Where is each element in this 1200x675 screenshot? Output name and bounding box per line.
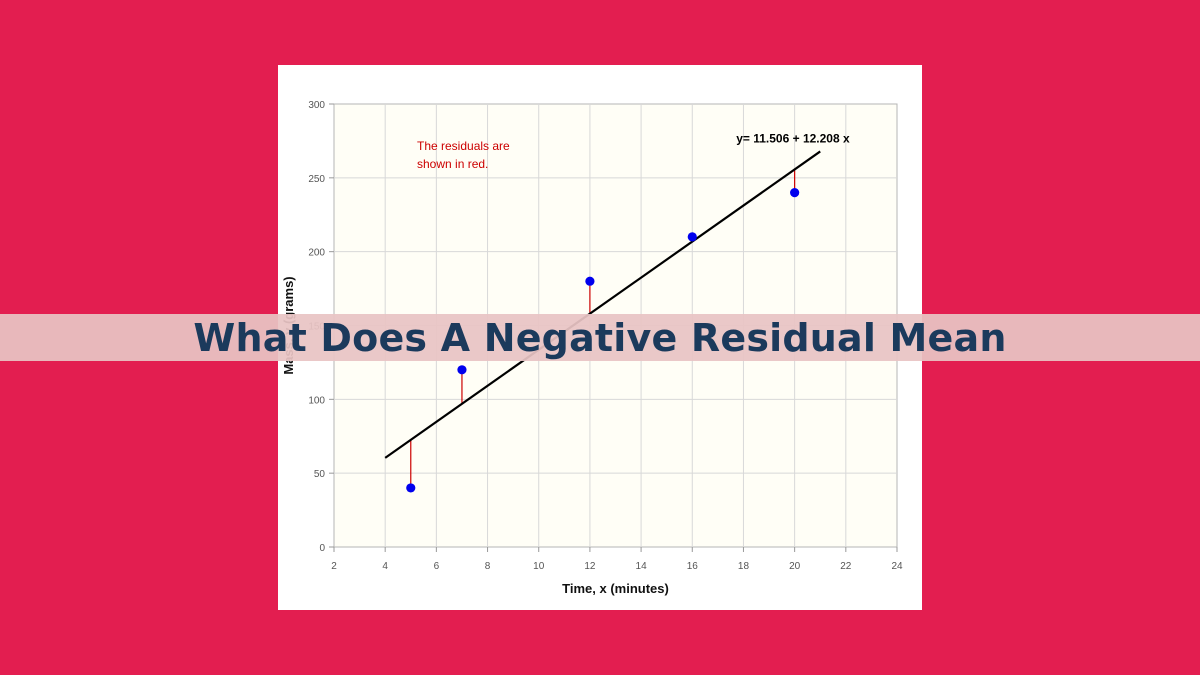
y-tick-label: 0 <box>319 543 325 554</box>
title-banner: What Does A Negative Residual Mean <box>0 314 1200 361</box>
y-tick-label: 50 <box>314 469 326 480</box>
x-tick-label: 22 <box>840 561 852 572</box>
x-tick-label: 2 <box>331 561 337 572</box>
x-tick-label: 18 <box>738 561 750 572</box>
data-point <box>790 188 800 198</box>
data-point <box>457 365 467 375</box>
x-tick-label: 14 <box>636 561 648 572</box>
regression-line-group <box>384 150 821 459</box>
x-tick-label: 4 <box>382 561 388 572</box>
x-tick-label: 16 <box>687 561 699 572</box>
data-point <box>406 483 416 493</box>
regression-line <box>384 150 821 459</box>
data-point <box>585 276 595 286</box>
y-tick-label: 100 <box>308 395 325 406</box>
residual-annotation-line-1: The residuals are <box>417 139 510 153</box>
residual-annotation-line-2: shown in red. <box>417 157 488 171</box>
regression-equation-label: y= 11.506 + 12.208 x <box>736 131 850 145</box>
data-point <box>687 232 697 242</box>
x-tick-label: 12 <box>584 561 596 572</box>
x-tick-label: 10 <box>533 561 545 572</box>
x-tick-label: 6 <box>434 561 440 572</box>
x-tick-label: 20 <box>789 561 801 572</box>
page-title: What Does A Negative Residual Mean <box>193 315 1007 360</box>
x-tick-label: 24 <box>891 561 903 572</box>
y-tick-label: 300 <box>308 100 325 111</box>
x-axis-title: Time, x (minutes) <box>562 581 669 596</box>
y-tick-label: 200 <box>308 248 325 259</box>
x-tick-label: 8 <box>485 561 491 572</box>
y-tick-label: 250 <box>308 174 325 185</box>
data-points <box>406 188 800 493</box>
